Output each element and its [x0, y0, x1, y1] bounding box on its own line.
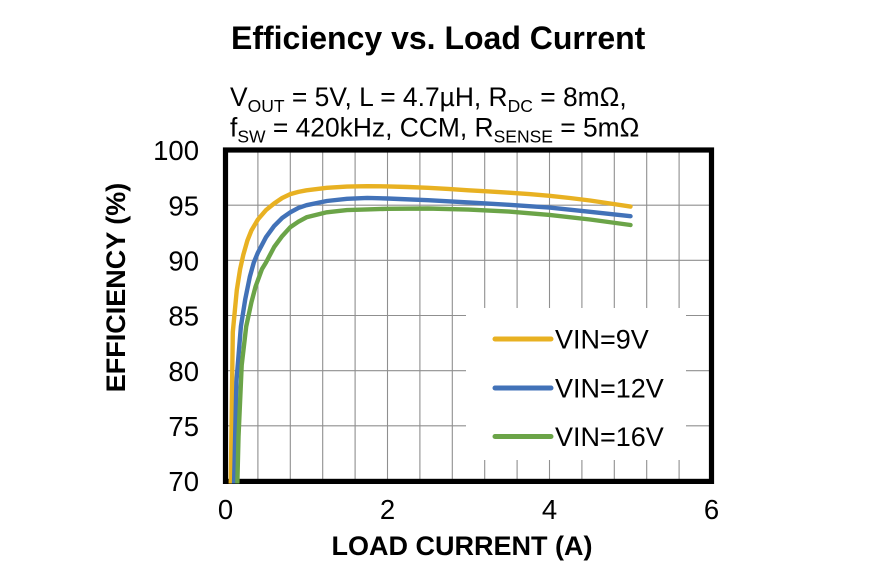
- svg-text:70: 70: [168, 466, 199, 497]
- svg-text:VIN=16V: VIN=16V: [555, 422, 664, 452]
- svg-text:4: 4: [542, 494, 557, 525]
- svg-text:VIN=12V: VIN=12V: [555, 374, 664, 404]
- svg-text:95: 95: [168, 190, 199, 221]
- svg-text:80: 80: [168, 356, 199, 387]
- svg-text:90: 90: [168, 246, 199, 277]
- svg-text:VIN=9V: VIN=9V: [555, 325, 649, 355]
- svg-text:Efficiency vs. Load Current: Efficiency vs. Load Current: [231, 20, 646, 56]
- svg-text:VOUT = 5V, L = 4.7µH, RDC = 8m: VOUT = 5V, L = 4.7µH, RDC = 8mΩ,: [230, 82, 627, 116]
- svg-text:75: 75: [168, 411, 199, 442]
- svg-text:EFFICIENCY (%): EFFICIENCY (%): [101, 183, 131, 393]
- svg-text:fSW = 420kHz, CCM, RSENSE = 5m: fSW = 420kHz, CCM, RSENSE = 5mΩ: [230, 113, 639, 147]
- svg-text:LOAD CURRENT (A): LOAD CURRENT (A): [332, 531, 593, 561]
- svg-text:2: 2: [380, 494, 395, 525]
- svg-text:0: 0: [218, 494, 233, 525]
- svg-text:85: 85: [168, 301, 199, 332]
- svg-text:6: 6: [704, 494, 719, 525]
- svg-text:100: 100: [153, 135, 199, 166]
